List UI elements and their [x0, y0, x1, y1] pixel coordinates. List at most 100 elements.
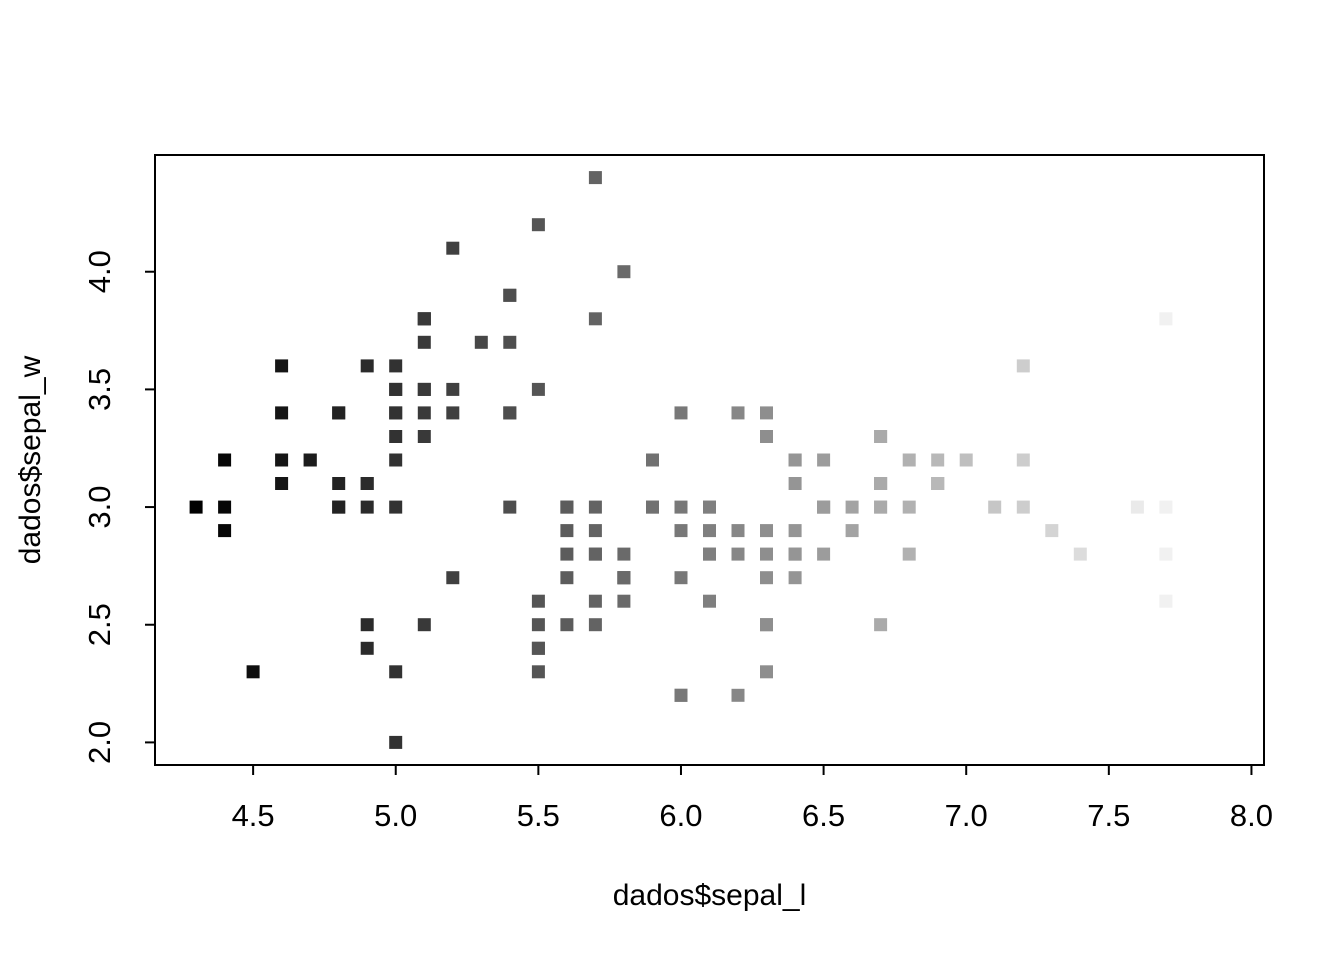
data-point	[674, 688, 688, 702]
data-point	[389, 359, 403, 373]
data-point	[389, 406, 403, 420]
data-point	[874, 430, 888, 443]
data-point	[646, 453, 659, 467]
data-point	[731, 524, 745, 538]
data-point	[902, 453, 916, 467]
data-point	[588, 171, 602, 185]
y-tick-label: 3.5	[82, 368, 117, 411]
data-point	[389, 735, 403, 749]
data-point	[446, 571, 460, 585]
data-point	[1216, 312, 1230, 326]
data-point	[817, 500, 831, 514]
x-tick-label: 5.5	[517, 798, 560, 833]
data-point	[417, 312, 431, 326]
x-tick-label: 4.5	[232, 798, 275, 833]
data-point	[275, 359, 289, 373]
data-point	[760, 406, 773, 420]
data-point	[417, 382, 431, 396]
data-point	[788, 547, 802, 561]
data-point	[446, 406, 460, 420]
data-point	[760, 430, 773, 443]
data-point	[874, 477, 888, 490]
data-point	[332, 500, 346, 514]
data-point	[788, 477, 802, 490]
data-point	[360, 500, 374, 514]
data-point	[218, 524, 232, 538]
data-point	[874, 500, 888, 514]
data-point	[531, 382, 545, 396]
data-point	[218, 500, 232, 514]
y-tick-label: 4.0	[82, 250, 117, 293]
data-point	[703, 547, 716, 561]
data-point	[731, 688, 745, 702]
data-point	[760, 665, 773, 679]
data-point	[646, 500, 659, 514]
data-point	[531, 218, 545, 232]
x-tick-label: 6.0	[659, 798, 702, 833]
data-point	[788, 524, 802, 538]
data-point	[389, 430, 403, 443]
data-point	[303, 453, 317, 467]
data-point	[446, 241, 460, 255]
data-point	[360, 641, 374, 655]
data-point	[788, 571, 802, 585]
data-point	[617, 571, 631, 585]
data-point	[275, 477, 289, 490]
data-point	[503, 335, 517, 349]
data-point	[588, 500, 602, 514]
plot-border	[154, 154, 1265, 766]
data-point	[874, 618, 888, 632]
data-point	[817, 453, 831, 467]
data-point	[1130, 500, 1144, 514]
x-tick-label: 6.5	[802, 798, 845, 833]
data-point	[389, 453, 403, 467]
data-point	[218, 453, 232, 467]
data-point	[703, 594, 716, 608]
data-point	[474, 335, 488, 349]
data-point	[360, 477, 374, 490]
data-point	[417, 406, 431, 420]
data-point	[588, 618, 602, 632]
data-point	[417, 618, 431, 632]
data-point	[332, 477, 346, 490]
y-tick-label: 2.5	[82, 603, 117, 646]
data-point	[788, 453, 802, 467]
data-point	[703, 500, 716, 514]
data-point	[931, 453, 945, 467]
data-point	[588, 547, 602, 561]
x-tick-label: 7.0	[945, 798, 988, 833]
data-point	[617, 547, 631, 561]
data-point	[417, 335, 431, 349]
data-point	[446, 382, 460, 396]
y-tick-label: 3.0	[82, 486, 117, 529]
data-point	[417, 430, 431, 443]
data-point	[760, 618, 773, 632]
data-point	[588, 312, 602, 326]
axes-layer: 4.5 5.0 5.5 6.0 6.5 7.0 7.5 8.0 2.0 2.5 3.0 3.5 4.0	[82, 250, 1273, 833]
data-point	[389, 500, 403, 514]
data-point	[503, 500, 517, 514]
data-point	[560, 618, 574, 632]
data-point	[674, 500, 688, 514]
data-point	[389, 382, 403, 396]
data-point	[1016, 359, 1030, 373]
data-point	[560, 547, 574, 561]
data-point	[617, 594, 631, 608]
data-point	[503, 406, 517, 420]
data-point	[845, 524, 859, 538]
data-point	[731, 547, 745, 561]
data-point	[902, 500, 916, 514]
data-point	[360, 618, 374, 632]
data-point	[731, 406, 745, 420]
data-point	[531, 594, 545, 608]
data-point	[959, 453, 973, 467]
data-point	[588, 524, 602, 538]
data-point	[760, 547, 773, 561]
data-point	[817, 547, 831, 561]
data-point	[760, 524, 773, 538]
data-point	[332, 406, 346, 420]
data-point	[531, 665, 545, 679]
data-point	[1159, 500, 1173, 514]
